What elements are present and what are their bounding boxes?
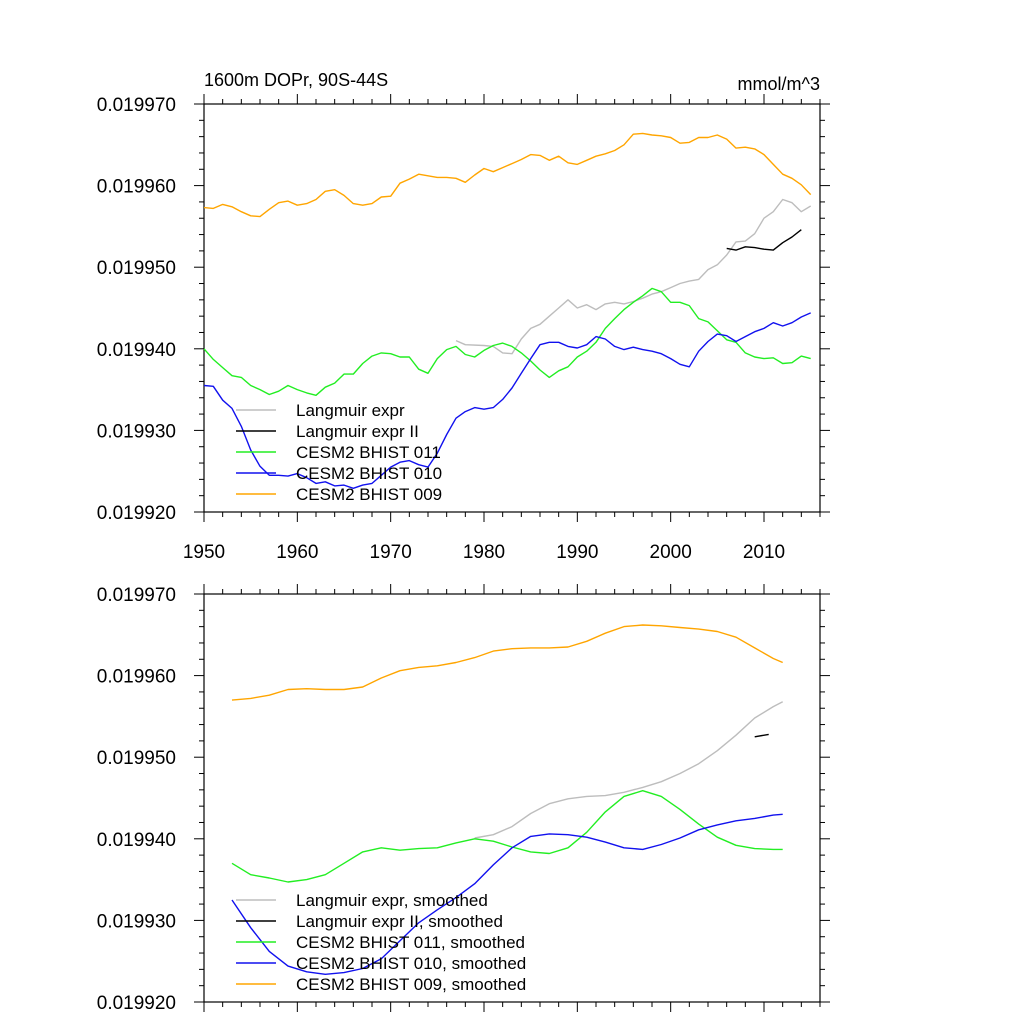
p1-series-line-3 [231, 813, 783, 975]
p0-y-tick-label-5: 0.019970 [97, 95, 176, 116]
p1-y-tick-label-2: 0.019940 [97, 830, 176, 851]
p1-series-line-2 [231, 790, 783, 883]
p0-x-tick-label-1980: 1980 [463, 542, 505, 563]
p0-legend-label-0: Langmuir expr [296, 401, 405, 420]
p0-x-tick-label-1960: 1960 [276, 542, 318, 563]
p0-y-tick-label-3: 0.019950 [97, 258, 176, 279]
p0-chart-title: 1600m DOPr, 90S-44S [204, 70, 388, 90]
p1-legend-label-1: Langmuir expr II, smoothed [296, 912, 503, 931]
p1-legend-label-4: CESM2 BHIST 009, smoothed [296, 975, 526, 994]
p0-units-label: mmol/m^3 [738, 74, 820, 94]
p1-y-tick-label-3: 0.019950 [97, 748, 176, 769]
p0-x-tick-label-2010: 2010 [743, 542, 785, 563]
p1-legend-label-3: CESM2 BHIST 010, smoothed [296, 954, 526, 973]
p0-series-line-2 [203, 287, 811, 396]
p0-x-tick-label-2000: 2000 [650, 542, 692, 563]
p1-series-line-4 [231, 624, 783, 701]
top-panel: 1950 1960 1970 1980 1990 2000 2010 0.019920 0.01… [97, 70, 830, 563]
p1-plot-frame [203, 593, 821, 1003]
p0-legend-label-2: CESM2 BHIST 011 [296, 443, 441, 462]
p0-series-line-1 [726, 229, 802, 251]
p0-plot-frame [203, 103, 821, 513]
p0-legend-label-4: CESM2 BHIST 009 [296, 485, 442, 504]
p1-y-tick-label-5: 0.019970 [97, 585, 176, 606]
p0-y-tick-label-4: 0.019960 [97, 177, 176, 198]
p1-legend-label-0: Langmuir expr, smoothed [296, 891, 488, 910]
p0-x-tick-label-1990: 1990 [556, 542, 598, 563]
p1-series-line-0 [474, 701, 784, 839]
p1-y-tick-label-1: 0.019930 [97, 911, 176, 932]
p0-y-tick-label-0: 0.019920 [97, 503, 176, 524]
p0-x-tick-label-1950: 1950 [183, 542, 225, 563]
bottom-panel: 0.019920 0.019930 0.019940 0.019950 0.019960… [97, 584, 830, 1014]
p1-legend-label-2: CESM2 BHIST 011, smoothed [296, 933, 525, 952]
p0-legend-label-1: Langmuir expr II [296, 422, 419, 441]
p1-y-tick-label-4: 0.019960 [97, 667, 176, 688]
p0-legend-label-3: CESM2 BHIST 010 [296, 464, 442, 483]
p0-y-tick-label-1: 0.019930 [97, 421, 176, 442]
p0-series-line-3 [203, 312, 811, 489]
p1-y-tick-label-0: 0.019920 [97, 993, 176, 1014]
p1-series-line-1 [754, 733, 769, 738]
p0-x-tick-label-1970: 1970 [370, 542, 412, 563]
p0-y-tick-label-2: 0.019940 [97, 340, 176, 361]
p0-series-line-4 [203, 132, 812, 218]
